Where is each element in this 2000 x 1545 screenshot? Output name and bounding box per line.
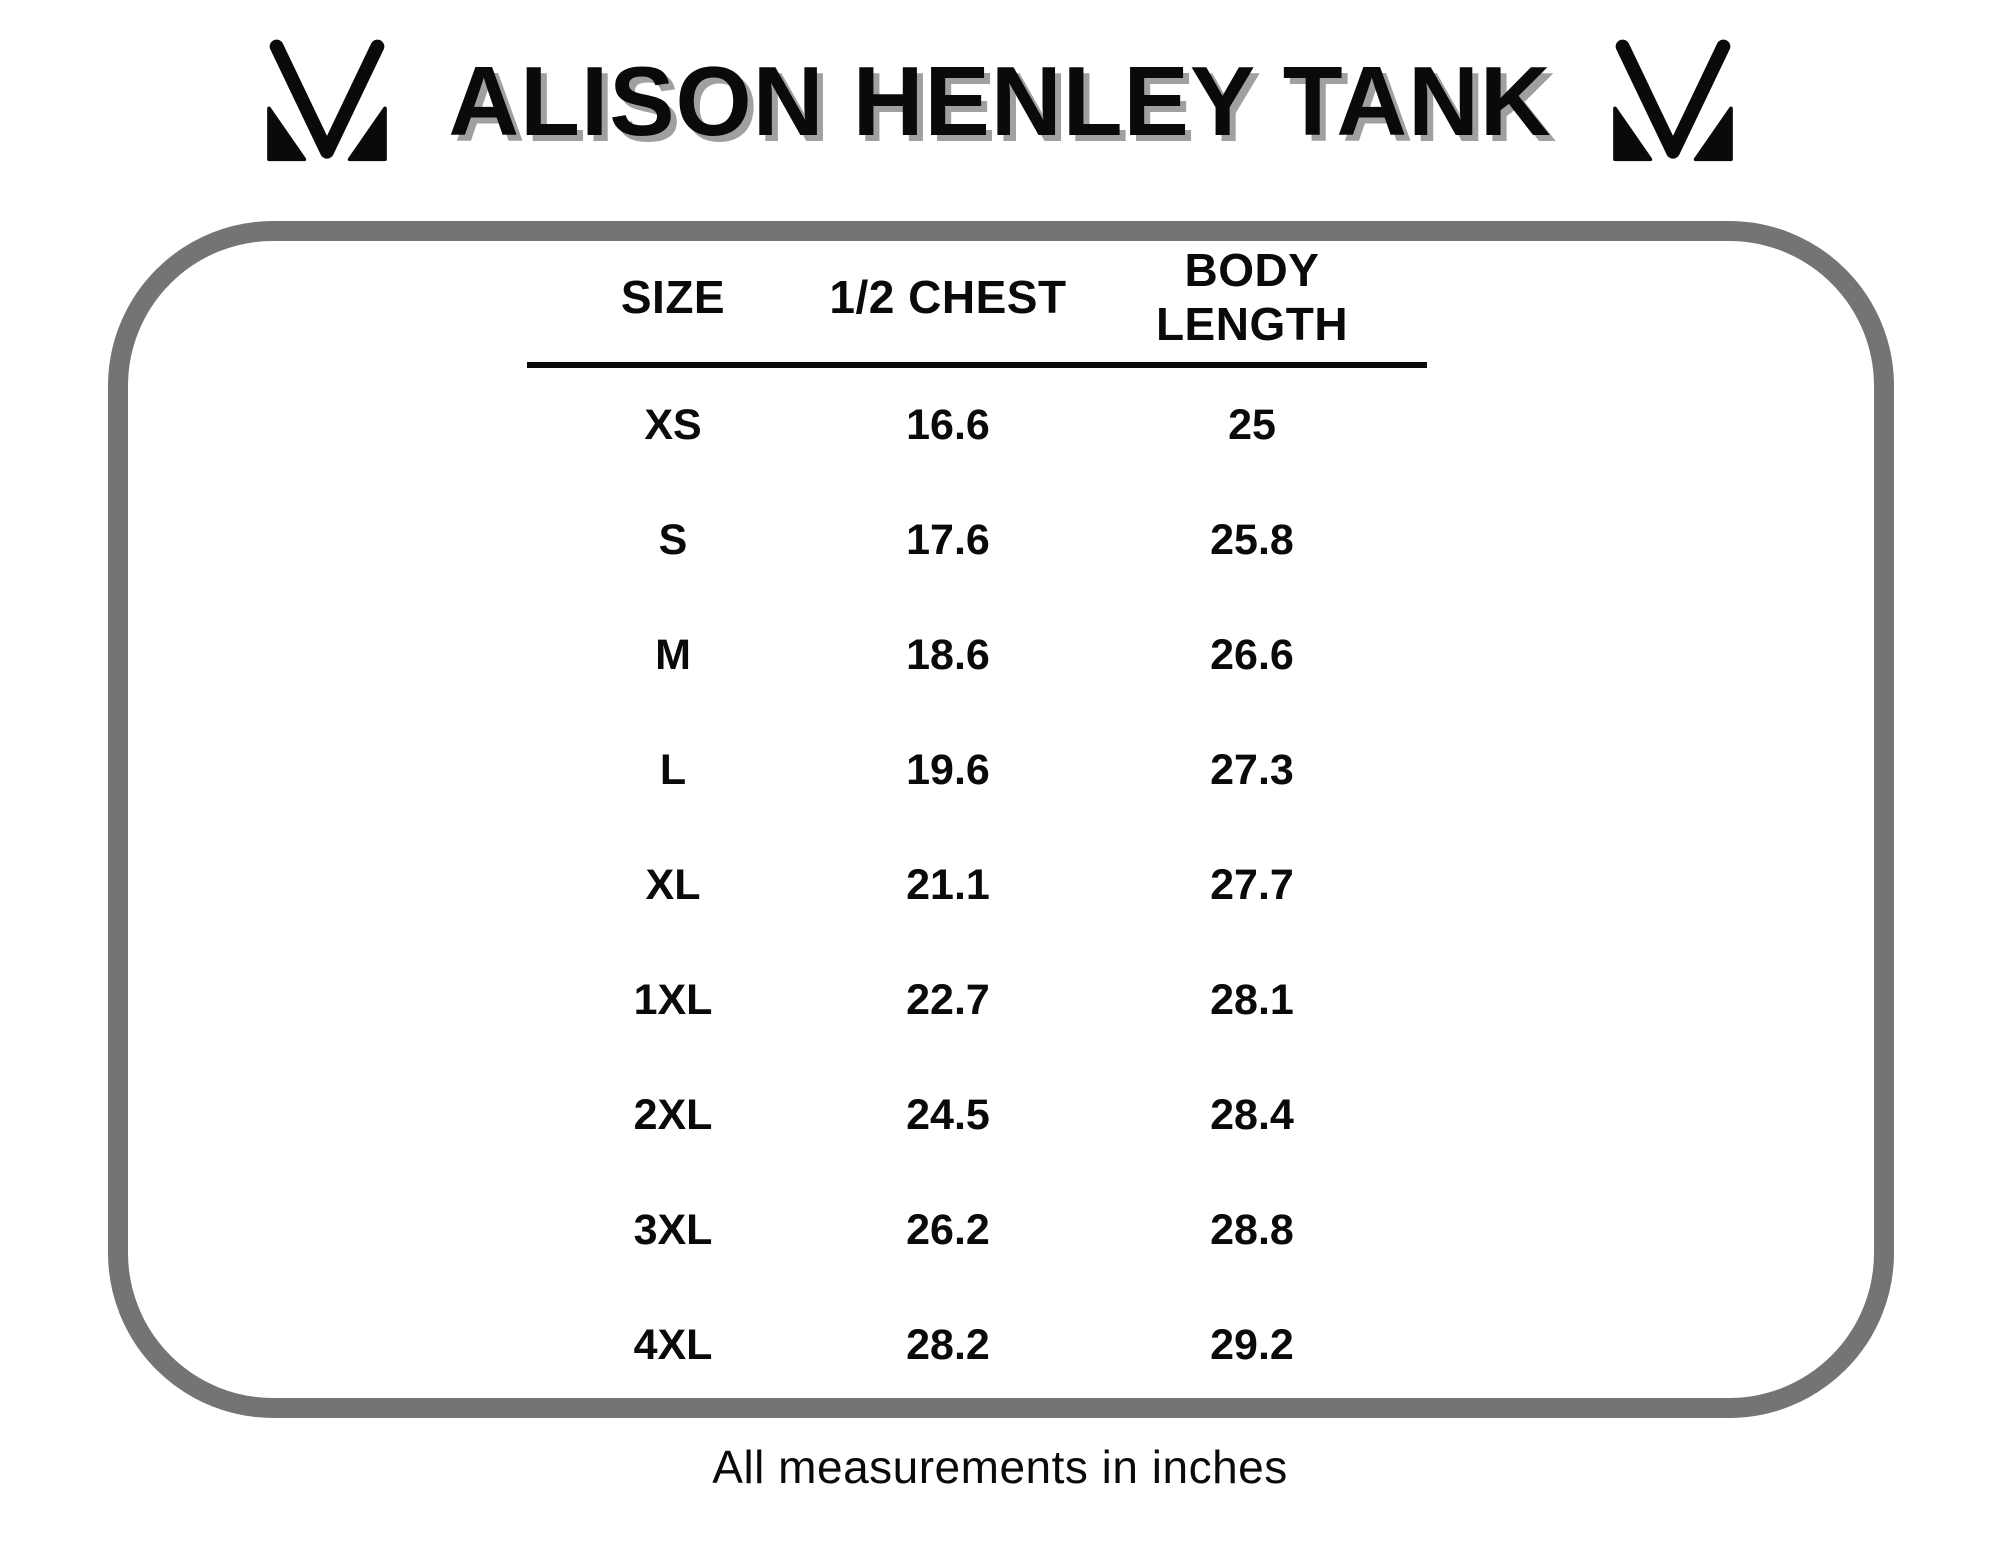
cell-body-length: 28.1 xyxy=(1210,976,1294,1024)
cell-size: 2XL xyxy=(633,1091,713,1139)
page-title: ALISON HENLEY TANK xyxy=(448,45,1552,156)
cell-size: XL xyxy=(645,861,701,909)
m-logo-icon xyxy=(267,39,388,162)
cell-body-length: 27.7 xyxy=(1210,861,1294,909)
cell-half-chest: 22.7 xyxy=(906,976,990,1024)
cell-size: S xyxy=(658,516,688,564)
footer-note: All measurements in inches xyxy=(712,1441,1288,1493)
cell-body-length: 25 xyxy=(1228,401,1276,449)
cell-half-chest: 18.6 xyxy=(906,631,990,679)
cell-size: 1XL xyxy=(633,976,713,1024)
column-header-body-length-label: BODY LENGTH xyxy=(1155,243,1349,350)
column-header-size: SIZE xyxy=(620,270,726,323)
cell-body-length: 29.2 xyxy=(1210,1321,1294,1369)
cell-size: 4XL xyxy=(633,1321,713,1369)
cell-half-chest: 26.2 xyxy=(906,1206,990,1254)
size-chart-frame xyxy=(108,221,1894,1418)
cell-half-chest: 21.1 xyxy=(906,861,990,909)
cell-body-length: 28.8 xyxy=(1210,1206,1294,1254)
cell-body-length: 25.8 xyxy=(1210,516,1294,564)
cell-size: 3XL xyxy=(633,1206,713,1254)
m-logo-icon xyxy=(1612,39,1733,162)
cell-half-chest: 17.6 xyxy=(906,516,990,564)
cell-size: XS xyxy=(644,401,702,449)
column-header-half-chest: 1/2 CHEST xyxy=(829,270,1067,323)
size-table: SIZE 1/2 CHEST BODY LENGTH XS 16.6 25 S … xyxy=(527,232,1427,1403)
cell-body-length: 27.3 xyxy=(1210,746,1294,794)
cell-half-chest: 16.6 xyxy=(906,401,990,449)
cell-size: L xyxy=(659,746,687,794)
masthead: ALISON HENLEY TANK xyxy=(0,26,2000,176)
header-underline xyxy=(527,362,1427,368)
cell-size: M xyxy=(655,631,691,679)
cell-half-chest: 24.5 xyxy=(906,1091,990,1139)
cell-body-length: 26.6 xyxy=(1210,631,1294,679)
column-header-body-length: BODY LENGTH xyxy=(1077,232,1427,362)
cell-half-chest: 28.2 xyxy=(906,1321,990,1369)
cell-body-length: 28.4 xyxy=(1210,1091,1294,1139)
cell-half-chest: 19.6 xyxy=(906,746,990,794)
